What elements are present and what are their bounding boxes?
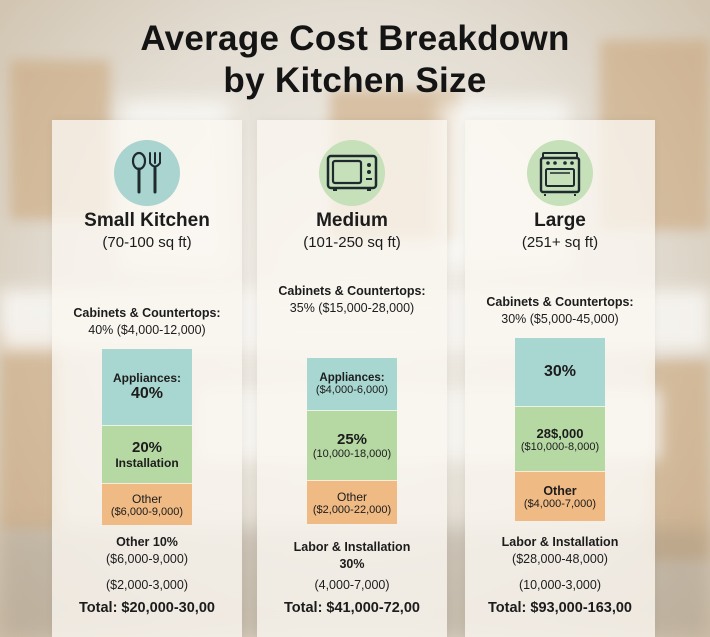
kitchen-name: Medium xyxy=(316,210,388,231)
kitchen-size: (70-100 sq ft) xyxy=(102,234,192,251)
labor-note: Labor & Installation 30% xyxy=(293,540,411,571)
installation-block: 20% Installation xyxy=(102,425,192,483)
utensils-icon xyxy=(114,140,180,206)
cost-stack: Appliances: ($4,000-6,000) 25% (10,000-1… xyxy=(307,358,397,524)
labor-note: Labor & Installation ($28,000-48,000) xyxy=(501,535,619,566)
appliances-block: 30% xyxy=(515,338,605,406)
medium-kitchen-card: Medium (101-250 sq ft) Cabinets & Counte… xyxy=(257,120,447,637)
cabinets-label: Cabinets & Countertops: 30% ($5,000-45,0… xyxy=(486,295,634,326)
cabinets-value: 40% ($4,000-12,000) xyxy=(88,323,206,337)
page-title: Average Cost Breakdown by Kitchen Size xyxy=(0,18,710,102)
title-line-2: by Kitchen Size xyxy=(223,61,487,100)
labor-range: ($2,000-3,000) xyxy=(105,578,188,592)
kitchen-size: (251+ sq ft) xyxy=(521,234,599,251)
installation-block: 28$,000 ($10,000-8,000) xyxy=(515,406,605,471)
kitchen-name: Large xyxy=(534,210,586,231)
appliances-block: Appliances: ($4,000-6,000) xyxy=(307,358,397,410)
cost-stack: 30% 28$,000 ($10,000-8,000) Other ($4,00… xyxy=(515,338,605,521)
total-cost: Total: $20,000-30,00 xyxy=(79,600,215,616)
title-line-1: Average Cost Breakdown xyxy=(140,19,570,58)
microwave-icon xyxy=(319,140,385,206)
kitchen-size: (101-250 sq ft) xyxy=(303,234,401,251)
stove-icon xyxy=(527,140,593,206)
cabinets-label: Cabinets & Countertops: 40% ($4,000-12,0… xyxy=(73,306,221,337)
kitchen-name: Small Kitchen xyxy=(84,210,210,231)
other-block: Other ($6,000-9,000) xyxy=(102,483,192,525)
installation-block: 25% (10,000-18,000) xyxy=(307,410,397,480)
other-block: Other ($4,000-7,000) xyxy=(515,471,605,521)
total-cost: Total: $41,000-72,00 xyxy=(284,600,420,616)
appliances-block: Appliances: 40% xyxy=(102,349,192,425)
total-cost: Total: $93,000-163,00 xyxy=(487,600,632,616)
cabinets-value: 30% ($5,000-45,000) xyxy=(501,312,619,326)
large-kitchen-card: Large (251+ sq ft) Cabinets & Countertop… xyxy=(465,120,655,637)
small-kitchen-card: Small Kitchen (70-100 sq ft) Cabinets & … xyxy=(52,120,242,637)
labor-range: (4,000-7,000) xyxy=(314,578,390,592)
cabinets-label: Cabinets & Countertops: 35% ($15,000-28,… xyxy=(278,284,426,315)
labor-range: (10,000-3,000) xyxy=(518,578,601,592)
other-block: Other ($2,000-22,000) xyxy=(307,480,397,524)
other-note: Other 10% ($6,000-9,000) xyxy=(105,535,188,566)
cabinets-value: 35% ($15,000-28,000) xyxy=(289,301,415,315)
cost-stack: Appliances: 40% 20% Installation Other (… xyxy=(102,349,192,525)
